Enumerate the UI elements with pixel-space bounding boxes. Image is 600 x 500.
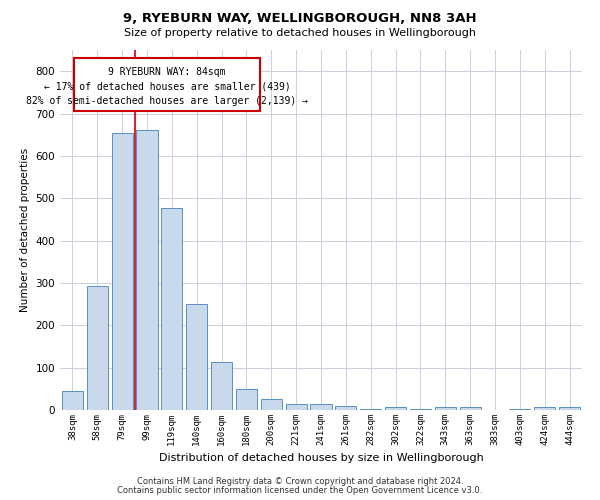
Bar (186, 304, 207, 410)
Bar (460, 406, 481, 410)
Text: 9, RYEBURN WAY, WELLINGBOROUGH, NN8 3AH: 9, RYEBURN WAY, WELLINGBOROUGH, NN8 3AH (123, 12, 477, 26)
Bar (310, 404, 332, 410)
Bar (261, 400, 282, 410)
X-axis label: Distribution of detached houses by size in Wellingborough: Distribution of detached houses by size … (158, 454, 484, 464)
Text: ← 17% of detached houses are smaller (439): ← 17% of detached houses are smaller (43… (44, 81, 290, 91)
Bar (236, 389, 257, 410)
Text: 82% of semi-detached houses are larger (2,139) →: 82% of semi-detached houses are larger (… (26, 96, 308, 106)
Bar (286, 404, 307, 410)
Text: Contains HM Land Registry data © Crown copyright and database right 2024.: Contains HM Land Registry data © Crown c… (137, 477, 463, 486)
Bar (410, 409, 431, 410)
Text: Contains public sector information licensed under the Open Government Licence v3: Contains public sector information licen… (118, 486, 482, 495)
Bar (62, 391, 83, 410)
Bar (74, 58, 260, 112)
Y-axis label: Number of detached properties: Number of detached properties (20, 148, 30, 312)
Text: 9 RYEBURN WAY: 84sqm: 9 RYEBURN WAY: 84sqm (108, 66, 226, 76)
Bar (360, 409, 381, 410)
Bar (161, 208, 182, 410)
Bar (87, 286, 108, 410)
Bar (534, 406, 555, 410)
Bar (509, 408, 530, 410)
Bar (136, 130, 158, 410)
Bar (112, 132, 133, 410)
Bar (335, 406, 356, 410)
Bar (559, 406, 580, 410)
Bar (211, 362, 232, 410)
Bar (385, 407, 406, 410)
Bar (435, 406, 456, 410)
Text: Size of property relative to detached houses in Wellingborough: Size of property relative to detached ho… (124, 28, 476, 38)
